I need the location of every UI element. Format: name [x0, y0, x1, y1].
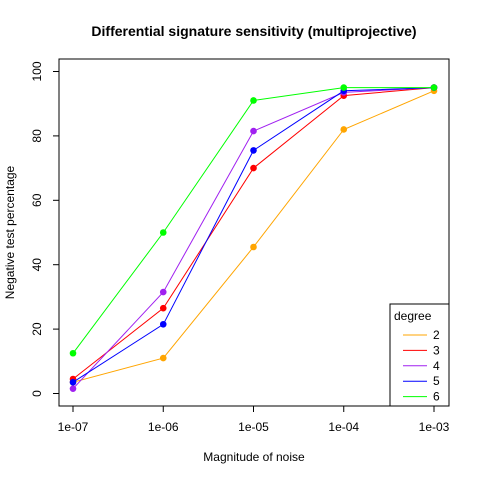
data-point [159, 354, 167, 362]
series-4 [69, 84, 438, 392]
data-point [430, 84, 438, 91]
data-point [69, 378, 77, 386]
x-tick-label: 1e-07 [58, 420, 89, 434]
x-tick-label: 1e-06 [148, 420, 179, 434]
data-point [250, 97, 257, 104]
data-point [250, 147, 257, 154]
data-point [69, 385, 77, 392]
series-6 [69, 84, 438, 357]
x-axis-label: Magnitude of noise [203, 450, 305, 464]
x-axis: 1e-07 1e-06 1e-05 1e-04 1e-03 [58, 405, 450, 434]
data-point [250, 164, 257, 172]
legend-entry: 4 [433, 359, 440, 373]
data-point [340, 126, 348, 133]
x-tick-label: 1e-04 [328, 420, 359, 434]
data-point [250, 127, 257, 135]
data-point [159, 288, 167, 296]
y-axis-label: Negative test percentage [3, 165, 17, 299]
data-point [159, 229, 167, 236]
y-tick-label: 60 [30, 193, 44, 207]
legend-entry: 6 [433, 390, 440, 404]
legend-entry: 2 [433, 328, 440, 342]
y-tick-label: 40 [30, 258, 44, 272]
data-point [159, 320, 167, 328]
legend-entry: 5 [433, 374, 440, 388]
legend-box [389, 303, 450, 407]
data-point [250, 243, 257, 251]
y-tick-label: 100 [30, 61, 44, 81]
x-tick-label: 1e-05 [238, 420, 269, 434]
y-axis: 0 20 40 60 80 100 [30, 61, 60, 397]
data-point [159, 304, 167, 312]
legend-entry: 3 [433, 343, 440, 357]
series-layer [69, 84, 438, 392]
data-point [69, 349, 77, 357]
series-line [72, 87, 434, 354]
y-tick-label: 20 [30, 322, 44, 336]
data-point [340, 84, 348, 91]
series-line [72, 90, 435, 383]
chart-title: Differential signature sensitivity (mult… [91, 23, 416, 39]
y-tick-label: 80 [30, 129, 44, 143]
y-tick-label: 0 [30, 390, 44, 397]
legend-title: degree [394, 309, 432, 323]
x-tick-label: 1e-03 [419, 420, 450, 434]
